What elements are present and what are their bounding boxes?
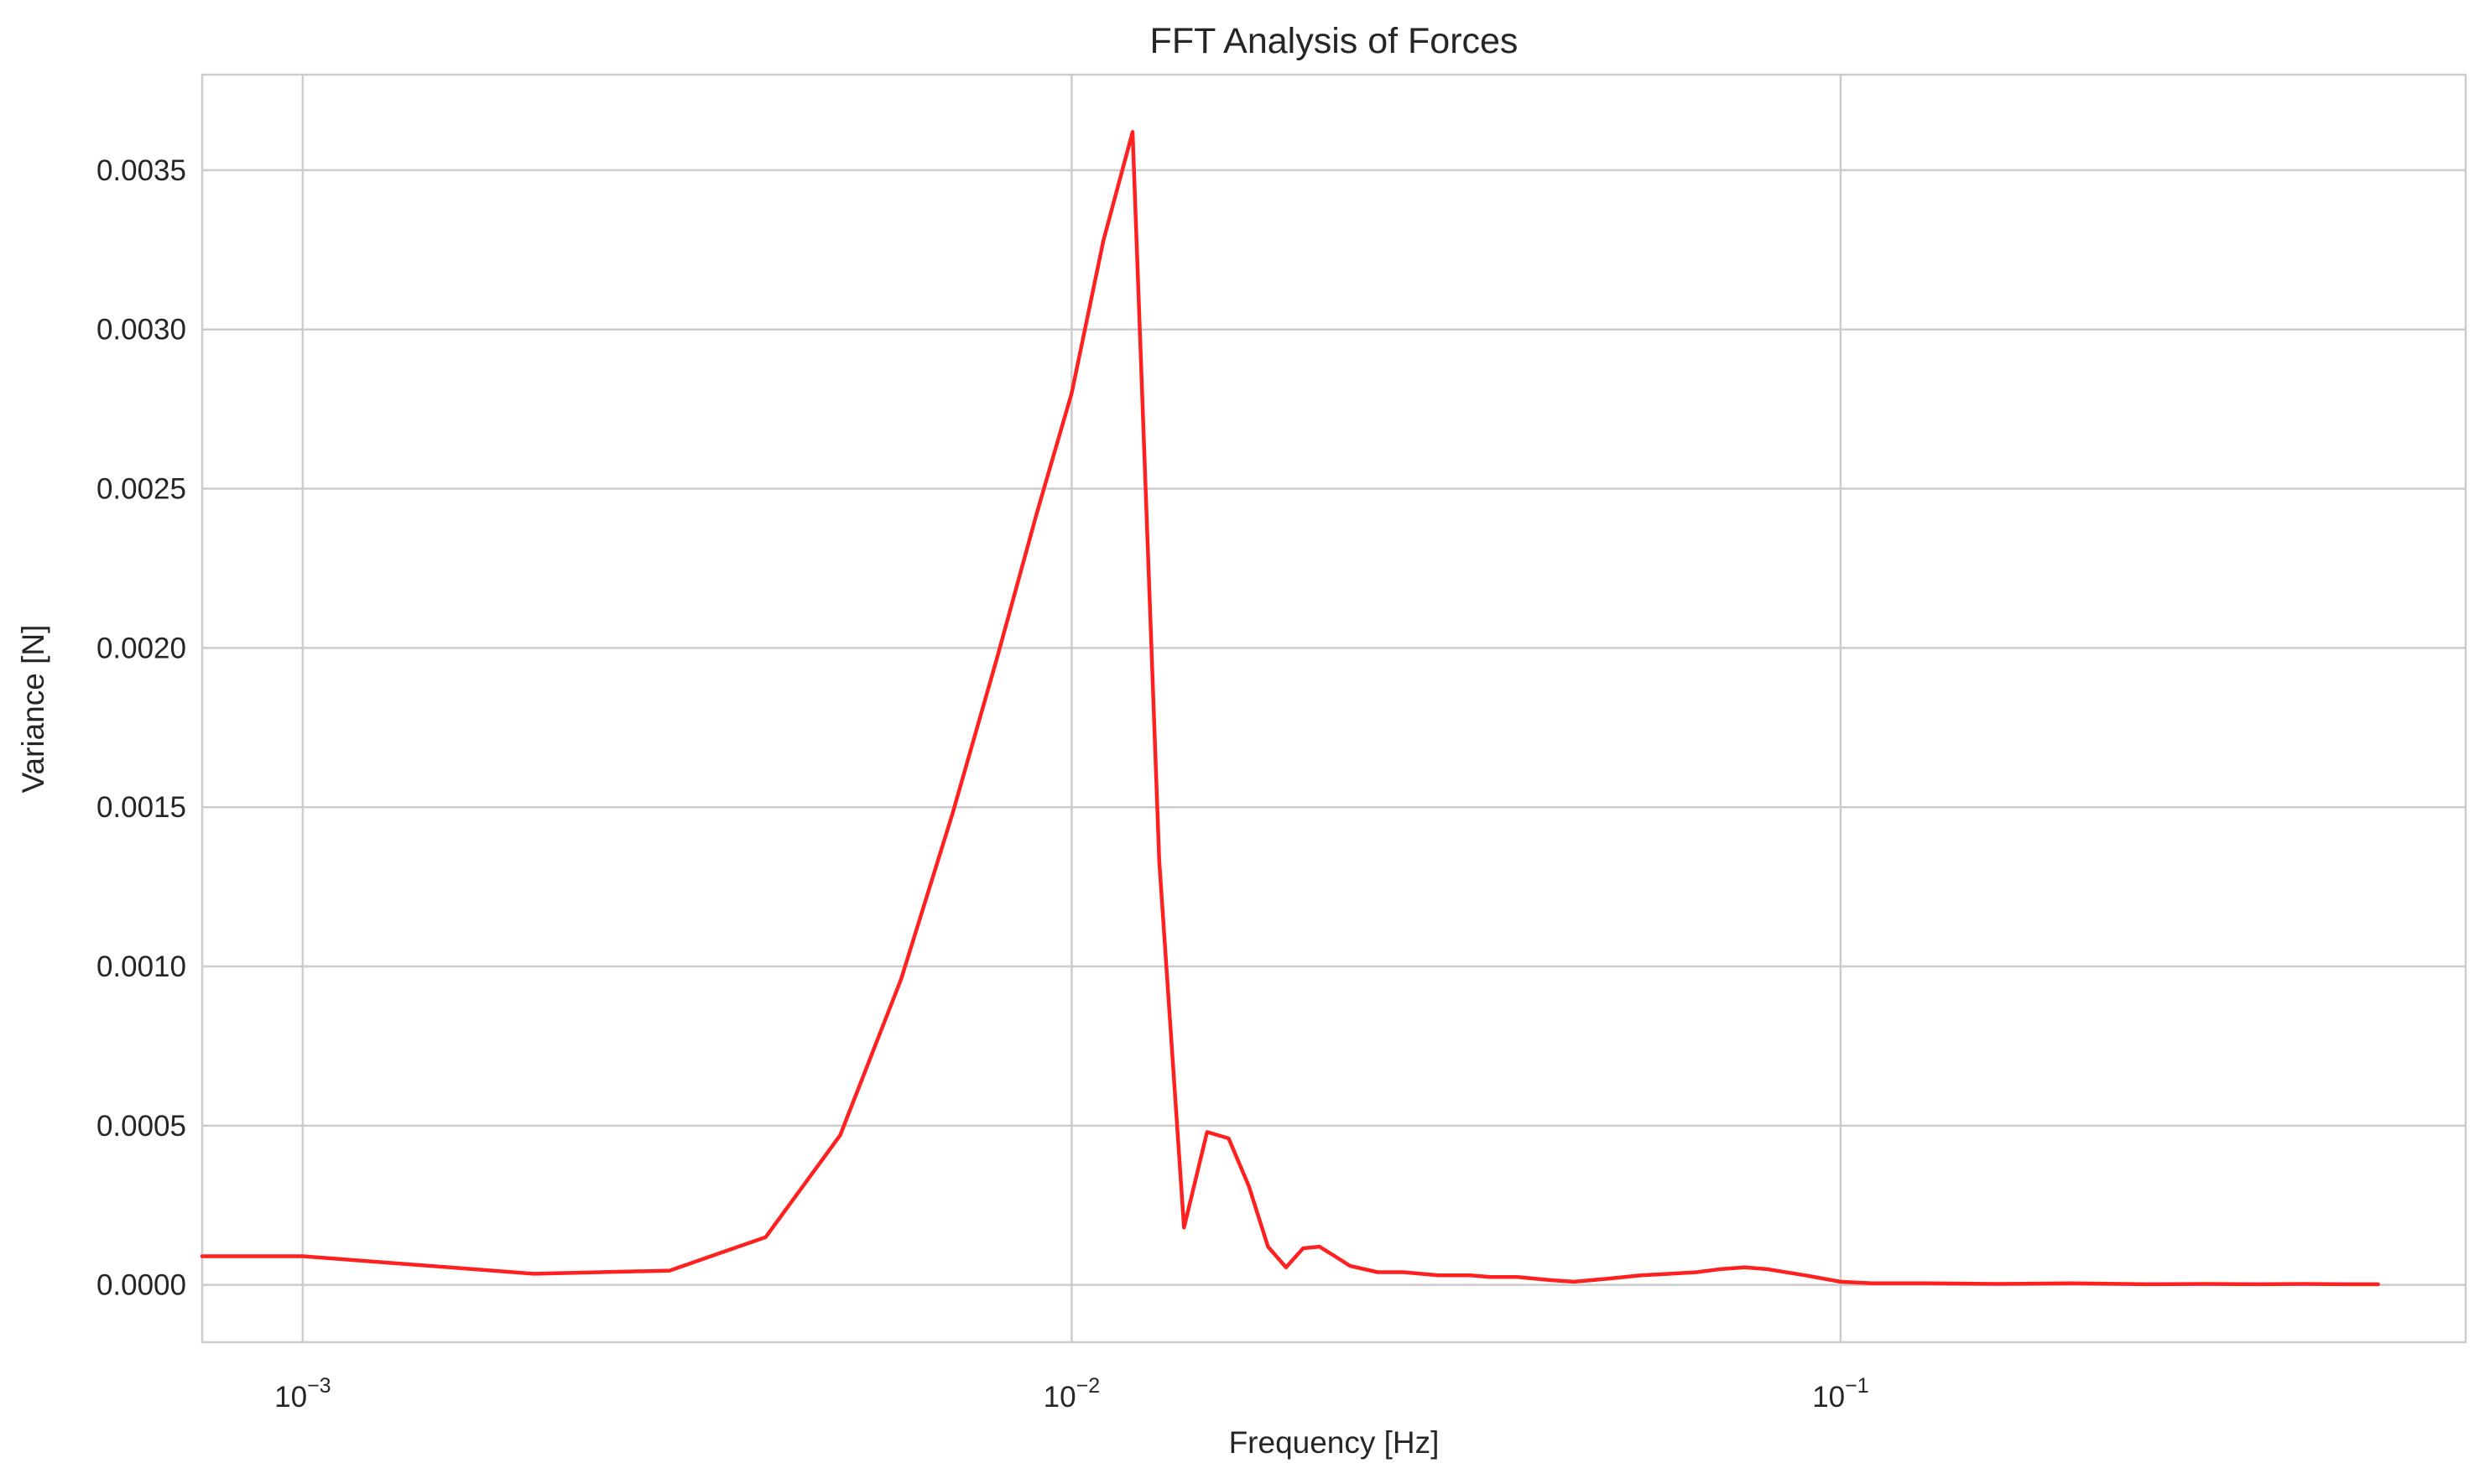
series-layer bbox=[200, 130, 2380, 1287]
y-tick-label: 0.0035 bbox=[96, 154, 186, 187]
y-tick-label: 0.0030 bbox=[96, 314, 186, 346]
x-tick-label: 10−3 bbox=[274, 1374, 331, 1414]
grid-lines bbox=[202, 75, 2466, 1342]
y-tick-label: 0.0000 bbox=[96, 1269, 186, 1302]
plot-frame bbox=[201, 73, 2467, 1344]
x-tick-label: 10−2 bbox=[1044, 1374, 1100, 1414]
chart-title: FFT Analysis of Forces bbox=[1150, 21, 1518, 61]
tick-labels: 0.0000 0.0005 0.0010 0.0015 0.0020 0.0025 0.00… bbox=[96, 154, 1869, 1414]
y-tick-label: 0.0010 bbox=[96, 950, 186, 983]
y-tick-label: 0.0020 bbox=[96, 632, 186, 664]
y-tick-label: 0.0015 bbox=[96, 791, 186, 824]
y-axis-label: Variance [N] bbox=[16, 625, 50, 794]
x-tick-label: 10−1 bbox=[1812, 1374, 1868, 1414]
series-line bbox=[200, 130, 2380, 1287]
x-axis-label: Frequency [Hz] bbox=[1229, 1425, 1440, 1460]
y-tick-label: 0.0025 bbox=[96, 473, 186, 506]
y-tick-label: 0.0005 bbox=[96, 1110, 186, 1143]
